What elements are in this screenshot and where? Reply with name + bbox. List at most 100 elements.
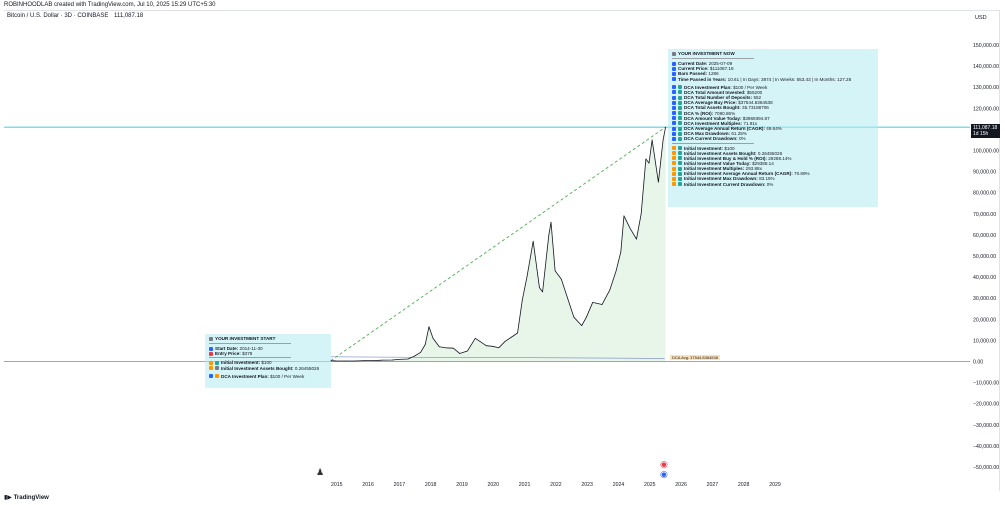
dca-stat-row: DCA % (ROI): 7090.86% bbox=[672, 111, 874, 116]
event-flag-icon[interactable]: ◉ bbox=[660, 459, 668, 469]
initial-stat-row: Initial Investment Value Today: $29388.1… bbox=[672, 161, 874, 166]
start-date-row: Start Date: 2014-11-30 bbox=[209, 346, 327, 351]
price-point bbox=[398, 359, 399, 360]
calendar-icon bbox=[672, 61, 676, 66]
warning-icon bbox=[672, 146, 676, 150]
initial-stat-row: Initial Investment Multiples: 293.88x bbox=[672, 166, 874, 171]
y-tick-label: −10,000.00 bbox=[973, 381, 999, 387]
investment-start-panel: YOUR INVESTMENT START Start Date: 2014-1… bbox=[205, 334, 331, 388]
price-point bbox=[615, 270, 617, 272]
y-tick-label: 40,000.00 bbox=[973, 275, 996, 281]
price-point bbox=[420, 352, 421, 353]
dca-stat-row: DCA Total Number of Deposits: 552 bbox=[672, 95, 874, 100]
calendar-icon bbox=[672, 77, 676, 82]
y-tick-label: 10,000.00 bbox=[973, 338, 996, 344]
check-icon bbox=[672, 136, 676, 141]
symbol-name[interactable]: Bitcoin / U.S. Dollar · 3D · COINBASE bbox=[7, 13, 109, 19]
price-point bbox=[550, 221, 552, 223]
check-icon bbox=[672, 90, 676, 95]
price-point bbox=[526, 276, 528, 278]
check-icon bbox=[672, 100, 676, 105]
tradingview-icon: ▮▶ bbox=[4, 495, 12, 501]
price-point bbox=[432, 337, 434, 339]
price-line[interactable] bbox=[330, 127, 666, 362]
price-point bbox=[517, 332, 518, 334]
stat-icon bbox=[678, 176, 682, 181]
price-point bbox=[354, 360, 356, 362]
y-tick-label: −40,000.00 bbox=[973, 444, 999, 450]
check-icon bbox=[672, 131, 676, 136]
price-point bbox=[651, 139, 653, 141]
dca-stat-row: DCA Investment Plan: $100 / Per Week bbox=[672, 85, 874, 90]
pencil-icon bbox=[215, 374, 219, 379]
dca-stat-row: DCA Max Drawdown: 61.25% bbox=[672, 131, 874, 136]
price-point bbox=[428, 326, 430, 328]
price-point bbox=[453, 347, 454, 349]
price-point bbox=[382, 359, 384, 361]
panel-start-title: YOUR INVESTMENT START bbox=[209, 336, 327, 341]
price-point bbox=[363, 360, 365, 361]
y-tick-label: −20,000.00 bbox=[973, 402, 999, 408]
symbol-header: Bitcoin / U.S. Dollar · 3D · COINBASE 11… bbox=[7, 13, 143, 19]
price-point bbox=[424, 344, 426, 345]
x-tick-label: 2029 bbox=[769, 482, 781, 488]
y-tick-label: 0.00 bbox=[973, 360, 983, 366]
price-point bbox=[391, 359, 393, 361]
x-tick-label: 2018 bbox=[425, 482, 437, 488]
current-price-value: 111,087.18 bbox=[973, 125, 998, 131]
y-tick-label: 100,000.00 bbox=[973, 149, 999, 155]
price-point bbox=[504, 341, 506, 342]
dca-stat-row: DCA Current Drawdown: 0% bbox=[672, 136, 874, 141]
currency-label: USD bbox=[975, 15, 987, 21]
dca-stat-row: DCA Amount Value Today: $3969394.87 bbox=[672, 116, 874, 121]
dca-stat-row: DCA Average Buy Price: $37544.8384538 bbox=[672, 100, 874, 105]
initial-assets-row: Initial Investment Assets Bought: 0.2645… bbox=[209, 366, 327, 371]
price-point bbox=[609, 289, 611, 291]
price-point bbox=[521, 299, 523, 301]
check-icon bbox=[672, 105, 676, 110]
x-tick-label: 2021 bbox=[519, 482, 531, 488]
stat-icon bbox=[678, 136, 682, 141]
check-icon bbox=[672, 116, 676, 121]
price-point bbox=[662, 139, 664, 141]
initial-stat-row: Initial Investment Max Drawdown: 83.15% bbox=[672, 176, 874, 181]
price-point bbox=[459, 353, 460, 354]
stat-icon bbox=[678, 146, 682, 150]
y-tick-label: 80,000.00 bbox=[973, 191, 996, 197]
y-tick-label: 70,000.00 bbox=[973, 212, 996, 218]
initial-stat-row: Initial Investment: $100 bbox=[672, 146, 874, 151]
stat-icon bbox=[678, 90, 682, 95]
check-icon bbox=[672, 85, 676, 90]
x-tick-label: 2028 bbox=[738, 482, 750, 488]
initial-stat-row: Initial Investment Average Annual Return… bbox=[672, 171, 874, 176]
check-icon bbox=[672, 95, 676, 100]
x-tick-label: 2023 bbox=[581, 482, 593, 488]
y-tick-label: 30,000.00 bbox=[973, 296, 996, 302]
calendar-icon bbox=[672, 71, 676, 76]
initial-stat-row: Initial Investment Buy & Hold % (ROI): 2… bbox=[672, 156, 874, 161]
initial-investment-row: Initial Investment: $100 bbox=[209, 360, 327, 365]
dca-stat-row: DCA Average Annual Return (CAGR): 49.64% bbox=[672, 126, 874, 131]
stat-icon bbox=[678, 166, 682, 171]
warning-icon bbox=[672, 161, 676, 166]
price-point bbox=[623, 215, 625, 217]
y-tick-label: 90,000.00 bbox=[973, 170, 996, 176]
price-point bbox=[645, 158, 647, 160]
stat-icon bbox=[678, 171, 682, 176]
stat-icon bbox=[678, 151, 682, 156]
check-icon bbox=[672, 121, 676, 126]
x-tick-label: 2024 bbox=[613, 482, 625, 488]
chart-icon bbox=[672, 51, 676, 56]
warning-icon bbox=[209, 366, 213, 371]
price-point bbox=[479, 341, 481, 342]
event-flag-icon[interactable]: ◉ bbox=[660, 469, 668, 479]
dca-plan-row: DCA Investment Plan: $100 / Per Week bbox=[209, 374, 327, 379]
price-point bbox=[636, 238, 637, 240]
credit-line: ROBINHOODLAB created with TradingView.co… bbox=[4, 2, 216, 8]
price-point bbox=[510, 336, 512, 338]
pin-icon bbox=[209, 351, 213, 356]
price-point bbox=[573, 316, 575, 318]
stat-icon bbox=[678, 111, 682, 116]
stat-icon bbox=[678, 131, 682, 136]
